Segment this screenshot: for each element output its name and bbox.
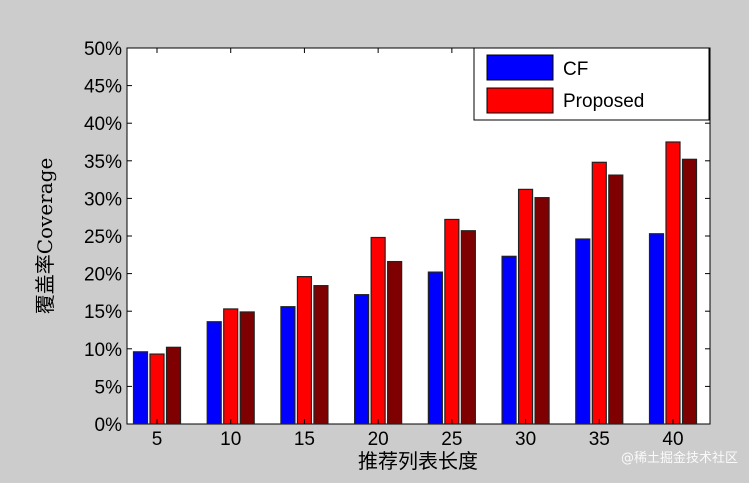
bar-proposed-35 bbox=[591, 161, 607, 425]
bar-cf-20 bbox=[354, 294, 370, 425]
y-tick-label: 35% bbox=[84, 152, 122, 173]
bar-series-3-5 bbox=[165, 346, 182, 425]
legend: CF Proposed bbox=[473, 47, 710, 121]
y-tick-label: 20% bbox=[84, 265, 122, 286]
y-tick-label: 15% bbox=[84, 302, 122, 323]
bar-proposed-5 bbox=[149, 353, 165, 425]
watermark: @稀土掘金技术社区 bbox=[621, 450, 738, 466]
x-tick-label: 40 bbox=[662, 429, 683, 450]
legend-swatch-cf bbox=[486, 54, 554, 81]
bar-cf-40 bbox=[648, 233, 665, 425]
bar-series-3-30 bbox=[534, 197, 550, 425]
y-tick-label: 25% bbox=[84, 227, 122, 248]
legend-label-cf: CF bbox=[563, 59, 588, 80]
x-tick-label: 5 bbox=[152, 429, 163, 450]
x-axis-label: 推荐列表长度 bbox=[358, 449, 478, 473]
bar-cf-10 bbox=[206, 321, 222, 425]
y-tick-label: 0% bbox=[95, 415, 123, 436]
y-tick-label: 10% bbox=[84, 340, 122, 361]
bar-cf-35 bbox=[575, 238, 591, 425]
bar-cf-5 bbox=[132, 351, 149, 425]
bar-series-3-15 bbox=[313, 285, 329, 425]
y-tick-label: 30% bbox=[84, 189, 122, 210]
bar-series-3-20 bbox=[387, 260, 403, 425]
y-tick-label: 45% bbox=[84, 77, 122, 98]
x-tick-label: 30 bbox=[515, 429, 536, 450]
bar-series-3-10 bbox=[239, 311, 255, 425]
x-tick-label: 20 bbox=[368, 429, 389, 450]
bar-cf-15 bbox=[280, 306, 296, 425]
bar-cf-30 bbox=[501, 255, 517, 425]
bar-proposed-30 bbox=[517, 188, 534, 425]
x-tick-label: 15 bbox=[294, 429, 315, 450]
bar-proposed-10 bbox=[223, 308, 239, 425]
y-axis-label: 覆盖率Coverage bbox=[33, 158, 57, 315]
x-tick-label: 35 bbox=[589, 429, 610, 450]
bar-series-3-25 bbox=[460, 230, 476, 425]
bar-proposed-40 bbox=[665, 141, 681, 425]
bar-series-3-35 bbox=[608, 174, 624, 425]
bar-cf-25 bbox=[427, 271, 443, 425]
bar-series-3-40 bbox=[681, 158, 698, 425]
bar-proposed-15 bbox=[296, 276, 313, 425]
y-tick-label: 50% bbox=[84, 39, 122, 60]
x-tick-label: 25 bbox=[441, 429, 462, 450]
legend-swatch-proposed bbox=[486, 87, 554, 114]
y-tick-label: 5% bbox=[95, 377, 123, 398]
bar-proposed-25 bbox=[444, 218, 460, 425]
x-tick-label: 10 bbox=[220, 429, 241, 450]
y-tick-label: 40% bbox=[84, 114, 122, 135]
bar-proposed-20 bbox=[370, 236, 386, 425]
legend-label-proposed: Proposed bbox=[563, 91, 644, 112]
